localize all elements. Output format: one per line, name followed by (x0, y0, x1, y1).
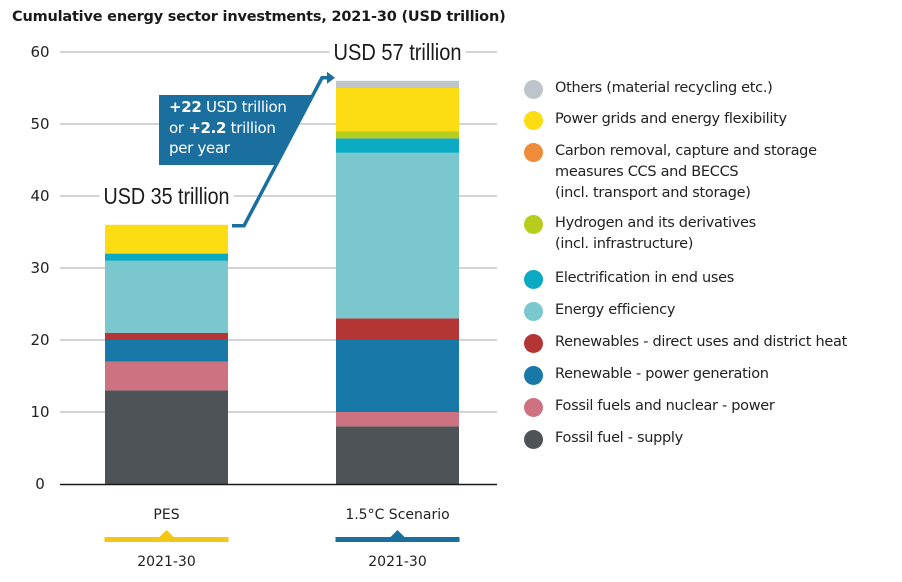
legend-swatch-icon (524, 270, 543, 289)
bar-segment-1-1 (336, 412, 459, 427)
legend-swatch-icon (524, 302, 543, 321)
bar-segment-1-3 (336, 318, 459, 340)
y-tick-label-20: 20 (30, 331, 49, 349)
bar-segment-0-0 (105, 390, 228, 484)
annotation-box (159, 95, 313, 165)
legend-swatch-icon (524, 334, 543, 353)
y-tick-label-60: 60 (30, 43, 49, 61)
annotation-or: or (169, 118, 189, 137)
legend-item: Carbon removal, capture and storage meas… (524, 141, 817, 204)
legend-swatch-icon (524, 143, 543, 162)
y-tick-label-40: 40 (30, 187, 49, 205)
bar-segment-1-5 (336, 138, 459, 153)
category-indicator-bar-0 (104, 537, 229, 542)
bar-segment-1-0 (336, 426, 459, 484)
category-indicator-bar-1 (335, 537, 460, 542)
annotation-unit: USD trillion (201, 98, 287, 116)
legend-swatch-icon (524, 80, 543, 99)
legend-label: Electrification in end uses (555, 270, 735, 286)
legend-label: Hydrogen and its derivatives (incl. infr… (555, 215, 756, 252)
annotation-line-3: per year (169, 139, 230, 157)
annotation-increase-value: +22 (169, 98, 202, 116)
total-label-1: USD 57 trillion (334, 39, 462, 65)
arrow-head-icon (327, 71, 335, 84)
category-period-1: 2021-30 (368, 554, 427, 570)
bar-segment-0-5 (105, 253, 228, 261)
legend-item: Renewables - direct uses and district he… (524, 332, 847, 353)
legend-label: Fossil fuel - supply (555, 430, 683, 446)
bar-0 (105, 224, 228, 484)
legend-swatch-icon (524, 215, 543, 234)
y-tick-label-0: 0 (35, 475, 45, 493)
legend-item: Others (material recycling etc.) (524, 78, 773, 99)
category-marker-icon-1 (389, 530, 406, 538)
total-label-0: USD 35 trillion (104, 183, 230, 209)
annotation-callout (159, 71, 335, 228)
category-label-1: 1.5°C Scenario (345, 507, 449, 523)
bar-1 (336, 80, 459, 484)
y-tick-label-50: 50 (30, 115, 49, 133)
legend-swatch-icon (524, 366, 543, 385)
legend-item: Power grids and energy flexibility (524, 109, 787, 130)
legend-label: Renewable - power generation (555, 366, 769, 382)
bar-segment-0-4 (105, 260, 228, 333)
annotation-text: +22 USD trillion or +2.2 trillion per ye… (169, 97, 287, 159)
bar-segment-0-3 (105, 332, 228, 340)
chart-title: Cumulative energy sector investments, 20… (12, 9, 506, 25)
legend-item: Electrification in end uses (524, 268, 734, 289)
legend-swatch-icon (524, 111, 543, 130)
annotation-per-year-value: +2.2 (188, 118, 227, 137)
bar-segment-1-4 (336, 152, 459, 319)
legend-item: Hydrogen and its derivatives (incl. infr… (524, 213, 756, 255)
legend-item: Renewable - power generation (524, 364, 769, 385)
legend-label: Fossil fuels and nuclear - power (555, 398, 775, 414)
legend-label: Others (material recycling etc.) (555, 80, 773, 96)
bar-segment-1-8 (336, 88, 459, 132)
legend-label: Carbon removal, capture and storage meas… (555, 143, 817, 201)
category-marker-icon-0 (158, 530, 175, 538)
category-label-0: PES (153, 507, 179, 523)
legend-item: Energy efficiency (524, 300, 675, 321)
bars (105, 80, 459, 484)
annotation-line-2: or +2.2 trillion (169, 118, 287, 139)
annotation-unit-2: trillion (226, 118, 276, 137)
total-label-bg-0 (99, 184, 234, 208)
y-tick-label-30: 30 (30, 259, 49, 277)
y-tick-label-10: 10 (30, 403, 49, 421)
bar-segment-0-8 (105, 224, 228, 254)
bar-segment-1-2 (336, 340, 459, 412)
legend-swatch-icon (524, 398, 543, 417)
y-axis-ticks: 0 10 20 30 40 50 60 (30, 43, 49, 493)
total-label-bg-1 (329, 40, 466, 64)
bar-segment-1-6 (336, 131, 459, 139)
legend-swatch-icon (524, 430, 543, 449)
legend-item: Fossil fuel - supply (524, 428, 683, 449)
bar-segment-0-1 (105, 361, 228, 391)
annotation-line-1: +22 USD trillion (169, 97, 287, 118)
legend-label: Power grids and energy flexibility (555, 111, 787, 127)
legend-item: Fossil fuels and nuclear - power (524, 396, 775, 417)
total-labels: USD 35 trillion USD 57 trillion (99, 39, 466, 209)
bar-segment-1-9 (336, 80, 459, 88)
bar-segment-0-2 (105, 340, 228, 362)
legend-label: Renewables - direct uses and district he… (555, 334, 847, 350)
legend-label: Energy efficiency (555, 302, 676, 318)
increase-arrow (232, 76, 329, 228)
category-period-0: 2021-30 (137, 554, 196, 570)
category-labels: PES 2021-30 1.5°C Scenario 2021-30 (104, 507, 460, 570)
